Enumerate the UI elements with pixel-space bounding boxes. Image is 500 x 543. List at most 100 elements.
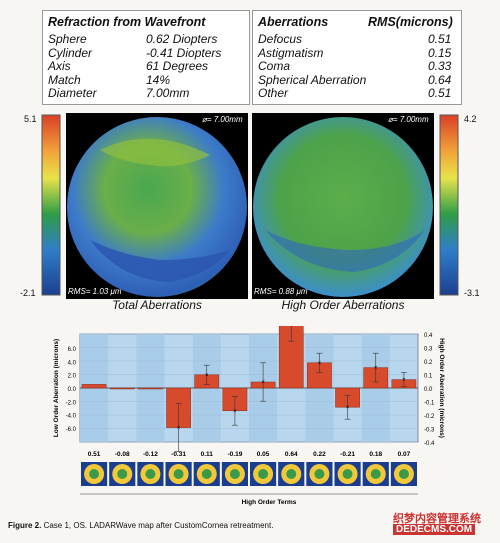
left-tick-label: 0.0 bbox=[68, 387, 77, 393]
aberration-row-label: Spherical Aberration bbox=[258, 72, 367, 87]
left-tick-label: -2.0 bbox=[66, 400, 77, 406]
term-label: -0.08 bbox=[115, 451, 130, 458]
left-tick-label: -6.0 bbox=[66, 427, 77, 433]
aberration-row-value: 0.64 bbox=[428, 72, 452, 87]
mean-marker: × bbox=[318, 361, 322, 367]
term-label: 0.11 bbox=[201, 451, 214, 458]
term-label: -0.31 bbox=[171, 451, 186, 458]
zernike-thumb-center bbox=[117, 469, 128, 479]
aberration-row-label: Coma bbox=[258, 59, 291, 73]
zernike-thumb-center bbox=[201, 469, 212, 479]
right-tick-label: -0.1 bbox=[424, 401, 435, 407]
left-colorbar bbox=[41, 114, 61, 296]
wavefront-maps bbox=[41, 113, 459, 299]
bar bbox=[109, 387, 135, 390]
zernike-thumb-center bbox=[342, 469, 353, 479]
right-diameter: ⌀= 7.00mm bbox=[388, 115, 429, 124]
right-tick-label: 0.4 bbox=[424, 333, 433, 339]
left-axis-label: Low Order Aberration (microns) bbox=[53, 339, 60, 437]
right-rms: RMS= 0.88 μm bbox=[254, 287, 308, 296]
left-tick-label: 2.0 bbox=[68, 374, 77, 380]
refraction-row-value: 0.62 Diopters bbox=[146, 32, 218, 46]
zernike-thumb-center bbox=[314, 469, 325, 479]
left-rms: RMS= 1.03 μm bbox=[68, 287, 122, 296]
mean-marker: × bbox=[177, 426, 181, 432]
refraction-table bbox=[42, 10, 250, 105]
right-scale-bottom: -3.1 bbox=[464, 288, 480, 298]
zernike-thumb-center bbox=[398, 469, 409, 479]
left-tick-label: -4.0 bbox=[66, 414, 77, 420]
zernike-thumb-center bbox=[229, 469, 240, 479]
x-axis-label: High Order Terms bbox=[242, 499, 297, 506]
refraction-row-value: -0.41 Diopters bbox=[146, 45, 222, 60]
left-map-green-band bbox=[100, 138, 210, 167]
left-diameter: ⌀= 7.00mm bbox=[202, 115, 243, 124]
left-tick-label: 4.0 bbox=[68, 360, 77, 366]
aberration-row-value: 0.15 bbox=[428, 45, 452, 60]
bar bbox=[278, 326, 304, 389]
right-tick-label: 0.2 bbox=[424, 360, 433, 366]
term-label: 0.18 bbox=[369, 451, 382, 458]
right-tick-label: 0.0 bbox=[424, 387, 433, 393]
term-label: 0.07 bbox=[398, 451, 411, 458]
left-scale-top: 5.1 bbox=[24, 114, 37, 124]
zernike-thumb-center bbox=[258, 469, 269, 479]
zernike-thumb-center bbox=[370, 469, 381, 479]
refraction-row-value: 14% bbox=[146, 72, 171, 87]
right-tick-label: -0.3 bbox=[424, 428, 435, 434]
figure-caption: Figure 2. Case 1, OS. LADARWave map afte… bbox=[8, 521, 273, 530]
left-map-title: Total Aberrations bbox=[112, 298, 202, 312]
figure-label: Figure 2. bbox=[8, 521, 42, 530]
bar bbox=[138, 387, 163, 390]
right-tick-label: 0.1 bbox=[424, 374, 433, 380]
rms-header: RMS(microns) bbox=[368, 15, 453, 29]
term-label: -0.21 bbox=[340, 451, 355, 458]
refraction-row-label: Match bbox=[48, 72, 81, 87]
refraction-row-label: Cylinder bbox=[48, 45, 93, 60]
aberration-row-label: Other bbox=[258, 86, 289, 100]
refraction-row-value: 61 Degrees bbox=[146, 59, 209, 73]
zernike-thumb-center bbox=[286, 469, 297, 479]
mean-marker: × bbox=[205, 373, 209, 379]
right-tick-label: -0.2 bbox=[424, 414, 435, 420]
mean-marker: × bbox=[261, 380, 265, 386]
mean-marker: × bbox=[233, 409, 237, 415]
left-scale-bottom: -2.1 bbox=[20, 288, 36, 298]
right-map-title: High Order Aberrations bbox=[281, 298, 405, 312]
aberration-row-value: 0.51 bbox=[428, 32, 452, 46]
right-tick-label: 0.3 bbox=[424, 347, 433, 353]
aberration-row-value: 0.51 bbox=[428, 86, 452, 100]
aberration-row-label: Defocus bbox=[258, 32, 303, 46]
refraction-row-label: Diameter bbox=[48, 86, 97, 100]
zernike-thumb-center bbox=[145, 469, 156, 479]
mean-marker: × bbox=[402, 378, 406, 384]
watermark-logo: 织梦内容管理系统 bbox=[393, 513, 481, 525]
right-axis-label: High Order Aberration (microns) bbox=[438, 338, 445, 438]
watermark-logo-sub: DEDECMS.COM bbox=[393, 524, 476, 535]
refraction-row-value: 7.00mm bbox=[146, 86, 190, 100]
right-scale-top: 4.2 bbox=[464, 114, 477, 124]
refraction-row-label: Sphere bbox=[48, 32, 87, 46]
term-label: 0.64 bbox=[285, 451, 298, 458]
aberration-bar-chart: 0.4 0.3 0.2 0.1 0.0 -0.1 -0.2 -0.3 -0.4 6.0 4.0 2.0… bbox=[53, 326, 445, 506]
aberration-row-value: 0.33 bbox=[428, 59, 452, 73]
zernike-thumb-center bbox=[173, 469, 184, 479]
term-label: -0.12 bbox=[143, 451, 158, 458]
right-colorbar bbox=[439, 114, 459, 296]
term-label: 0.05 bbox=[257, 451, 270, 458]
mean-marker: × bbox=[346, 405, 350, 411]
right-map-blue-band bbox=[265, 230, 425, 272]
zernike-thumb-center bbox=[89, 469, 100, 479]
left-map-blue-band bbox=[90, 240, 230, 282]
term-label: 0.22 bbox=[313, 451, 326, 458]
figure-text: Case 1, OS. LADARWave map after CustomCo… bbox=[41, 521, 274, 530]
term-label: 0.51 bbox=[88, 451, 101, 458]
term-label: -0.19 bbox=[228, 451, 243, 458]
refraction-row-label: Axis bbox=[48, 59, 71, 73]
left-tick-label: 6.0 bbox=[68, 347, 77, 353]
aberration-row-label: Astigmatism bbox=[258, 45, 324, 60]
refraction-title: Refraction from Wavefront bbox=[48, 15, 206, 29]
mean-marker: × bbox=[374, 366, 378, 372]
bar bbox=[81, 384, 107, 389]
right-tick-label: -0.4 bbox=[424, 441, 435, 447]
